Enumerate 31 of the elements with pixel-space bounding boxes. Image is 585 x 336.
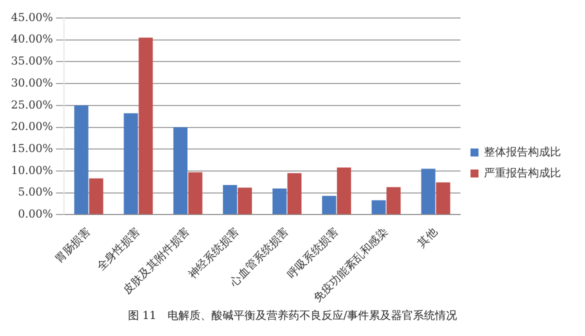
bar <box>272 188 287 214</box>
legend-label: 严重报告构成比 <box>484 166 561 180</box>
bar <box>436 182 450 214</box>
bar <box>421 168 436 214</box>
bar <box>238 188 252 214</box>
y-tick-label: 40.00% <box>10 32 53 46</box>
bar <box>222 184 238 214</box>
caption: 图 11 电解质、酸碱平衡及营养药不良反应/事件累及器官系统情况 <box>126 308 458 323</box>
x-tick-label: 其他 <box>415 225 440 250</box>
bar <box>372 200 386 214</box>
bar <box>173 127 188 214</box>
y-tick-label: 25.00% <box>10 98 53 112</box>
y-tick-label: 35.00% <box>10 54 53 68</box>
legend-label: 整体报告构成比 <box>484 145 561 158</box>
y-tick-label: 5.00% <box>18 186 53 199</box>
bar <box>124 113 138 214</box>
bar <box>336 167 352 214</box>
bar <box>322 196 336 214</box>
bar <box>386 187 401 214</box>
y-tick-label: 10.00% <box>10 164 53 177</box>
bar <box>74 105 88 214</box>
y-tick-label: 15.00% <box>10 142 53 155</box>
bar <box>89 178 104 214</box>
y-tick-label: 30.00% <box>10 76 53 90</box>
y-tick-label: 20.00% <box>10 120 53 134</box>
bar <box>138 38 153 214</box>
x-tick-label: 胃肠损害 <box>52 225 93 266</box>
y-tick-label: 0.00% <box>18 208 53 221</box>
bar <box>188 172 202 214</box>
y-tick-label: 45.00% <box>10 10 53 24</box>
bar <box>287 173 302 214</box>
